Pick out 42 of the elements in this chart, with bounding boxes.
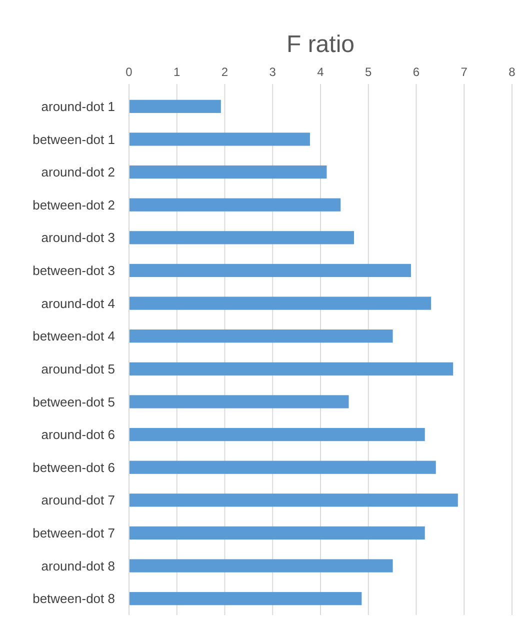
bar — [129, 362, 454, 376]
y-tick-label: between-dot 1 — [32, 132, 115, 147]
y-tick-label: around-dot 1 — [41, 98, 115, 114]
y-tick-label: between-dot 7 — [32, 526, 115, 541]
y-tick-label: around-dot 8 — [41, 558, 115, 574]
x-tick-label: 7 — [460, 65, 468, 79]
x-tick-label: 6 — [412, 65, 420, 79]
x-tick-label: 5 — [365, 65, 372, 79]
bar — [129, 592, 362, 606]
bar — [129, 395, 349, 408]
y-tick-label: between-dot 3 — [32, 263, 115, 278]
bar — [129, 494, 458, 507]
y-tick-label: between-dot 5 — [32, 394, 115, 410]
x-tick-label: 8 — [508, 65, 516, 79]
y-tick-label: around-dot 5 — [41, 361, 115, 376]
bar — [129, 198, 341, 212]
bar — [129, 100, 221, 113]
bar — [129, 460, 436, 474]
y-tick-label: between-dot 6 — [32, 460, 115, 475]
x-tick-label: 2 — [221, 65, 228, 79]
bar — [129, 231, 354, 244]
bar — [129, 264, 411, 278]
y-tick-label: around-dot 6 — [41, 427, 115, 442]
y-tick-label: around-dot 4 — [41, 296, 115, 311]
y-tick-label: between-dot 4 — [32, 328, 115, 344]
x-tick-label: 4 — [317, 65, 324, 79]
y-tick-label: between-dot 2 — [32, 197, 115, 212]
y-tick-label: around-dot 2 — [41, 164, 115, 180]
chart-title: F ratio — [286, 31, 355, 58]
bar — [129, 165, 327, 179]
bar — [129, 526, 425, 540]
y-tick-label: around-dot 7 — [41, 492, 115, 508]
x-tick-label: 0 — [126, 65, 133, 79]
x-tick-label: 1 — [174, 65, 181, 79]
bar — [129, 296, 432, 310]
bar — [129, 132, 310, 146]
y-tick-label: between-dot 8 — [32, 591, 115, 606]
bar — [129, 559, 393, 572]
bar — [129, 428, 425, 442]
y-tick-label: around-dot 3 — [41, 230, 115, 246]
bar — [129, 330, 393, 343]
x-tick-label: 3 — [269, 65, 276, 79]
